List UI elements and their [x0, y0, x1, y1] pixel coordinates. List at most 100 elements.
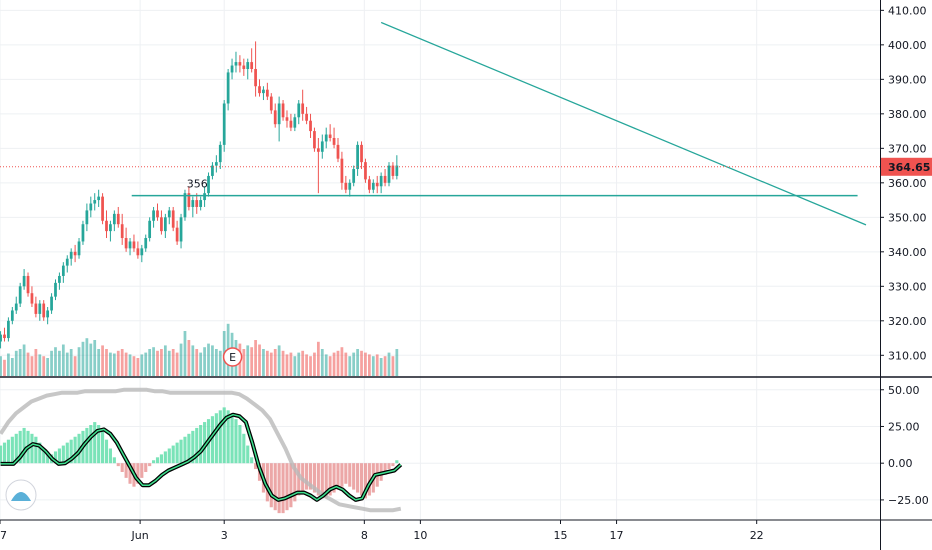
oscillator-histogram-bar — [104, 439, 109, 464]
oscillator-histogram-bar — [53, 451, 58, 464]
volume-bar — [348, 356, 352, 376]
volume-bar — [152, 347, 155, 376]
oscillator-histogram-bar — [328, 463, 332, 496]
volume-bar — [109, 352, 112, 376]
candle-body — [61, 265, 65, 276]
volume-bar — [175, 352, 179, 376]
candle-body — [54, 282, 57, 297]
candle-body — [26, 275, 30, 294]
price-tick-label: 320.00 — [888, 315, 927, 328]
volume-bar — [203, 347, 206, 376]
oscillator-histogram-bar — [144, 463, 148, 472]
oscillator-histogram-bar — [340, 463, 344, 487]
time-axis: 27 Jun 3 8 10 15 17 22 — [0, 520, 764, 542]
time-tick-label: 10 — [413, 529, 427, 542]
candle-body — [58, 275, 61, 283]
candle-body — [313, 131, 316, 149]
volume-bar — [242, 349, 246, 376]
candle-body — [246, 62, 250, 69]
candle-body — [144, 238, 148, 249]
candle-body — [85, 210, 89, 225]
oscillator-histogram-bar — [367, 463, 371, 496]
oscillator-histogram-bar — [97, 425, 101, 464]
candle-body — [368, 179, 371, 190]
volume-bar — [360, 350, 363, 376]
oscillator-histogram-bar — [332, 463, 336, 493]
oscillator-histogram-bar — [136, 463, 140, 484]
oscillator-histogram-bar — [344, 463, 348, 484]
volume-bar — [10, 358, 14, 376]
time-tick-label: 8 — [361, 529, 368, 542]
volume-bars — [0, 323, 399, 376]
oscillator-histogram-bar — [359, 463, 364, 496]
oscillator-histogram-bar — [108, 448, 112, 464]
candle-body — [218, 144, 222, 163]
candle-body — [0, 334, 2, 342]
candle-body — [42, 303, 46, 318]
candle-body — [352, 169, 356, 183]
time-tick-label: 3 — [221, 529, 228, 542]
oscillator-histogram-bar — [348, 463, 352, 487]
oscillator-histogram-bar — [61, 445, 65, 464]
volume-bar — [171, 349, 175, 376]
volume-bar — [320, 349, 324, 376]
oscillator-histogram-bar — [356, 463, 360, 493]
volume-bar — [0, 356, 2, 376]
volume-bar — [309, 356, 312, 376]
volume-bar — [262, 349, 265, 376]
candle-body — [344, 182, 348, 190]
volume-bar — [85, 338, 89, 376]
volume-bar — [187, 340, 191, 376]
volume-bar — [265, 350, 269, 376]
oscillator-pane — [0, 387, 403, 514]
volume-bar — [313, 352, 316, 376]
volume-bar — [305, 354, 308, 376]
volume-bar — [50, 350, 53, 376]
oscillator-axis: 50.00 25.00 0.00 −25.00 — [880, 384, 929, 507]
volume-bar — [289, 352, 293, 376]
volume-bar — [144, 352, 148, 376]
oscillator-histogram-bar — [0, 445, 3, 464]
oscillator-histogram-bar — [155, 457, 160, 464]
oscillator-histogram-bar — [89, 425, 93, 464]
candle-body — [265, 89, 269, 97]
candle-body — [289, 120, 293, 128]
volume-bar — [116, 350, 120, 376]
candle-body — [120, 224, 124, 239]
volume-bar — [58, 350, 61, 376]
volume-bar — [368, 354, 371, 376]
volume-bar — [364, 352, 367, 376]
candle-body — [140, 248, 144, 256]
volume-bar — [391, 356, 395, 376]
candle-body — [18, 286, 22, 304]
price-tick-label: 410.00 — [888, 4, 927, 17]
candle-body — [160, 217, 163, 232]
oscillator-histogram-bar — [238, 425, 242, 464]
last-price-badge — [881, 157, 932, 176]
candle-body — [93, 200, 97, 204]
candle-body — [309, 120, 312, 132]
volume-bar — [14, 350, 18, 376]
oscillator-histogram-bar — [163, 451, 167, 464]
volume-bar — [136, 358, 140, 376]
volume-bar — [383, 356, 387, 376]
oscillator-histogram-bar — [230, 413, 234, 464]
overlays: E — [5, 347, 243, 511]
oscillator-tick-label: 25.00 — [888, 420, 920, 433]
volume-bar — [371, 356, 375, 376]
candle-body — [324, 134, 328, 142]
candle-body — [222, 103, 226, 145]
oscillator-histogram-bar — [324, 463, 328, 499]
volume-bar — [285, 354, 289, 376]
candle-body — [183, 193, 187, 218]
volume-bar — [163, 345, 167, 376]
candle-body — [128, 241, 132, 249]
candle-body — [50, 296, 53, 311]
candle-body — [10, 310, 14, 321]
oscillator-histogram-bar — [203, 422, 207, 464]
oscillator-histogram-bar — [112, 457, 116, 464]
candle-body — [214, 162, 218, 166]
oscillator-histogram-bar — [179, 439, 183, 464]
oscillator-histogram-bar — [199, 425, 203, 464]
